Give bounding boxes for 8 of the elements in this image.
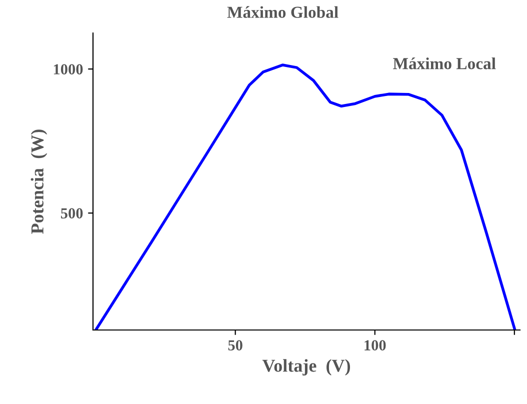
y-axis-title: Potencia (W) bbox=[30, 130, 48, 234]
annotation: Máximo Global bbox=[227, 6, 338, 18]
y-tick-label: 1000 bbox=[54, 64, 83, 74]
x-axis-title: Voltaje (V) bbox=[262, 359, 350, 376]
annotation: Máximo Local bbox=[393, 57, 496, 70]
x-tick-label: 50 bbox=[228, 340, 242, 350]
y-tick-label: 500 bbox=[60, 208, 83, 218]
x-tick-label: 100 bbox=[364, 340, 386, 350]
